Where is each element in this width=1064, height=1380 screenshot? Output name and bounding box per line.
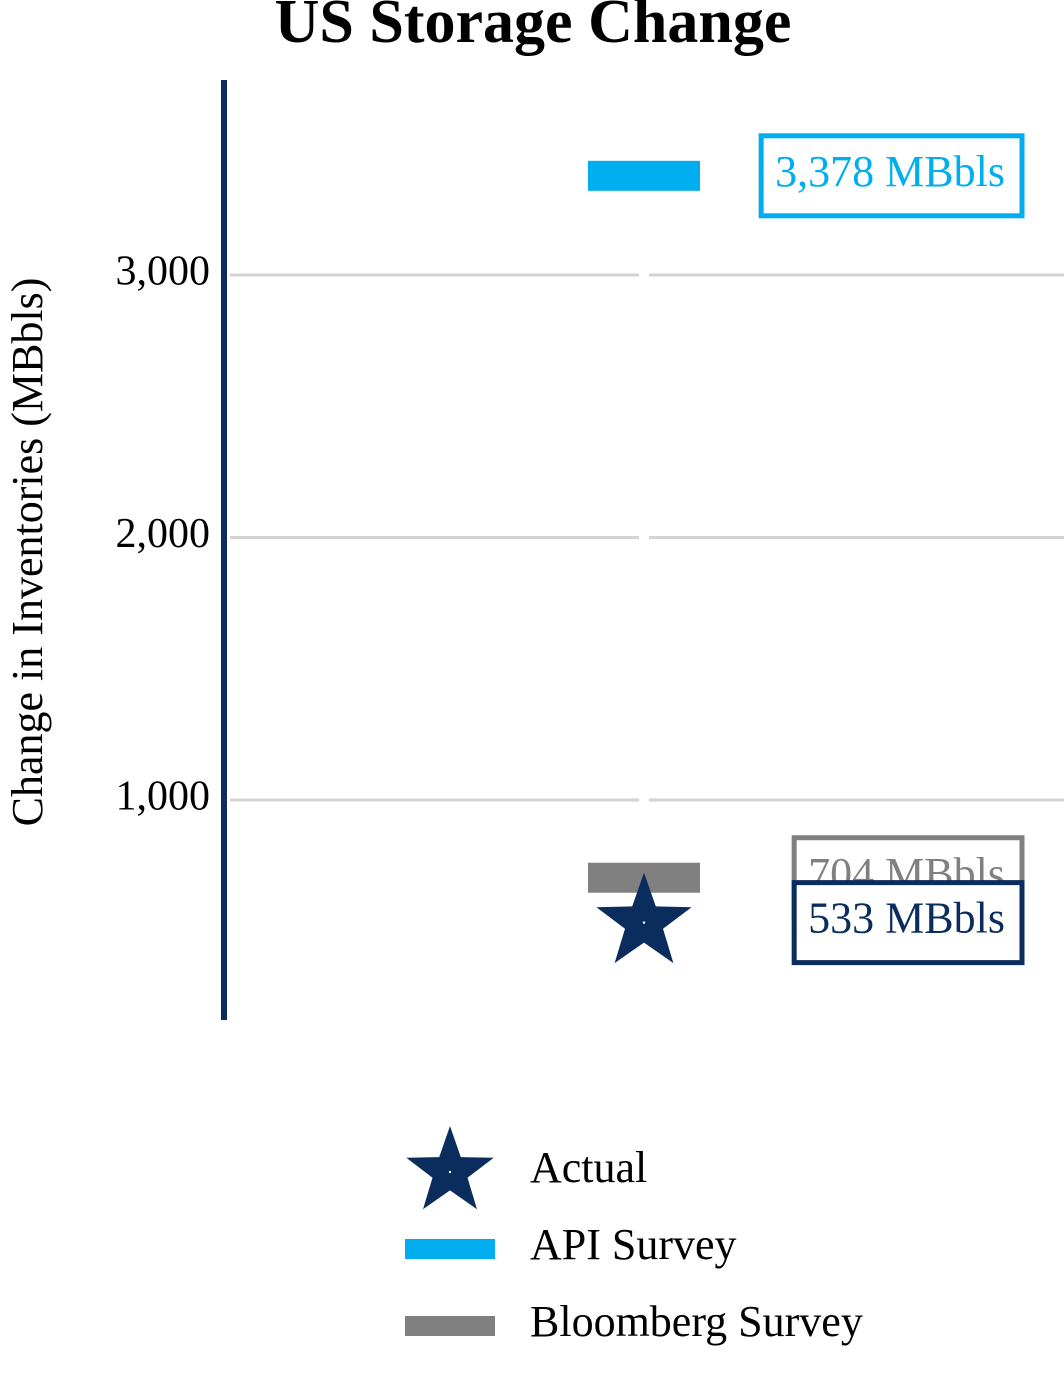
- legend-star-center: [448, 1170, 452, 1174]
- y-tick-label: 1,000: [116, 774, 211, 820]
- legend-star: [406, 1126, 494, 1210]
- legend-label: Actual: [530, 1143, 647, 1192]
- value-label-group: 3,378 MBbls: [758, 133, 1025, 219]
- value-label: 3,378 MBbls: [775, 147, 1005, 196]
- value-label-box: [791, 880, 1025, 966]
- y-tick-label: 3,000: [116, 249, 211, 295]
- value-label-box: [758, 133, 1025, 219]
- value-label-group: 533 MBbls: [791, 880, 1025, 966]
- bar-marker: [588, 160, 700, 191]
- y-axis-label: Change in Inventories (MBbls): [3, 278, 52, 827]
- chart-title: US Storage Change: [275, 0, 792, 56]
- legend-label: API Survey: [530, 1220, 737, 1269]
- value-label: 533 MBbls: [808, 894, 1005, 943]
- legend-label: Bloomberg Survey: [530, 1297, 863, 1346]
- legend-bar: [405, 1239, 495, 1259]
- legend-bar: [405, 1316, 495, 1336]
- y-tick-label: 2,000: [116, 511, 211, 557]
- star-marker: [596, 872, 692, 964]
- star-center: [642, 921, 646, 924]
